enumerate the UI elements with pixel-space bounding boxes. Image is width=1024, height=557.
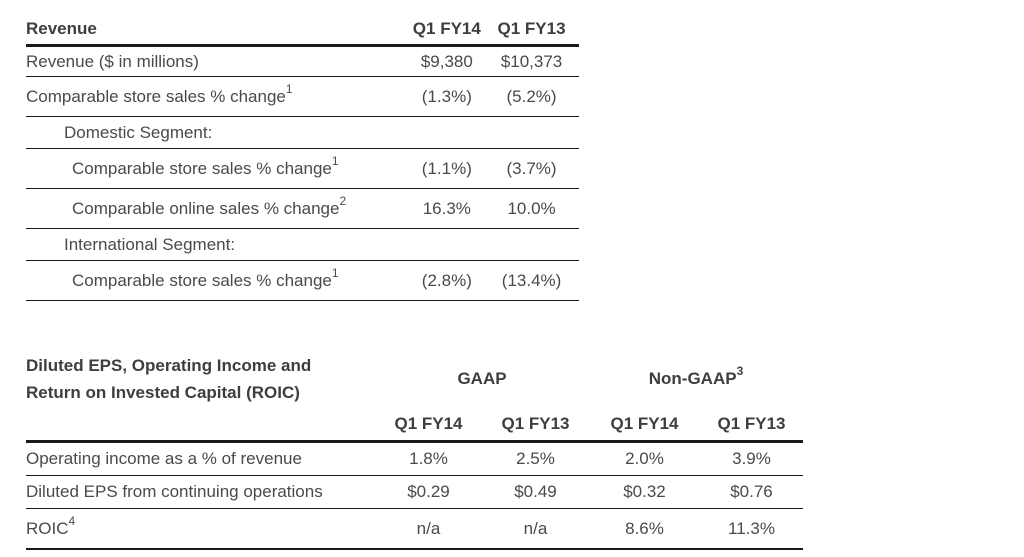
table-row: ROIC4 n/a n/a 8.6% 11.3% (26, 508, 803, 550)
table-row: Operating income as a % of revenue 1.8% … (26, 441, 803, 476)
row-label: Comparable store sales % change (26, 86, 286, 106)
row-label: Comparable store sales % change (72, 270, 332, 290)
cell-value: (5.2%) (484, 76, 579, 117)
footnote-marker: 1 (331, 265, 339, 280)
cell-value: 2.0% (589, 441, 700, 476)
cell-value: $9,380 (409, 45, 485, 77)
column-header: Q1 FY13 (700, 408, 803, 443)
row-label: Operating income as a % of revenue (26, 449, 302, 468)
cell-value: (1.1%) (409, 148, 485, 189)
group-header-nongaap: Non-GAAP3 (589, 349, 803, 408)
cell-value: n/a (482, 508, 589, 550)
cell-value: $0.76 (700, 475, 803, 509)
segment-label: International Segment: (64, 234, 236, 254)
cell-value: 10.0% (484, 188, 579, 229)
footnote-marker: 1 (285, 81, 293, 96)
cell-value: $10,373 (484, 45, 579, 77)
table-row: Comparable store sales % change1 (1.1%) … (26, 148, 579, 189)
nongaap-label: Non-GAAP (648, 369, 737, 388)
footnote-marker: 4 (68, 513, 76, 528)
cell-value: $0.32 (589, 475, 700, 509)
eps-table-column-headers: Q1 FY14 Q1 FY13 Q1 FY14 Q1 FY13 (26, 408, 803, 443)
footnote-marker: 3 (736, 364, 744, 379)
row-label: Comparable online sales % change (72, 198, 340, 218)
cell-value: (13.4%) (484, 260, 579, 301)
footnote-marker: 1 (331, 153, 339, 168)
cell-value: 2.5% (482, 441, 589, 476)
title-line-1: Diluted EPS, Operating Income and (26, 355, 312, 375)
column-header: Q1 FY14 (589, 408, 700, 443)
row-label: ROIC (26, 518, 69, 538)
column-header: Q1 FY13 (482, 408, 589, 443)
cell-value: (3.7%) (484, 148, 579, 189)
footnote-marker: 2 (339, 193, 347, 208)
table-row: Diluted EPS from continuing operations $… (26, 475, 803, 509)
column-header: Q1 FY14 (375, 408, 482, 443)
title-line-2: Return on Invested Capital (ROIC) (26, 382, 300, 402)
row-label: Comparable store sales % change (72, 158, 332, 178)
column-header-q1fy14: Q1 FY14 (409, 14, 485, 47)
revenue-table-title: Revenue (26, 14, 410, 47)
table-row: Comparable store sales % change1 (2.8%) … (26, 260, 579, 301)
cell-value: $0.49 (482, 475, 589, 509)
cell-value: 16.3% (409, 188, 485, 229)
cell-value: (1.3%) (409, 76, 485, 117)
eps-table-title-row: Diluted EPS, Operating Income and Return … (26, 349, 803, 408)
cell-value: 8.6% (589, 508, 700, 550)
table-row: Domestic Segment: (26, 116, 579, 149)
cell-value: 1.8% (375, 441, 482, 476)
cell-value: $0.29 (375, 475, 482, 509)
revenue-table-header: Revenue Q1 FY14 Q1 FY13 (26, 14, 579, 47)
group-header-gaap: GAAP (457, 369, 507, 388)
row-label: Revenue ($ in millions) (26, 51, 199, 71)
cell-value: (2.8%) (409, 260, 485, 301)
revenue-table: Revenue Q1 FY14 Q1 FY13 Revenue ($ in mi… (26, 14, 579, 301)
table-row: International Segment: (26, 228, 579, 261)
table-row: Comparable online sales % change2 16.3% … (26, 188, 579, 229)
row-label: Diluted EPS from continuing operations (26, 482, 323, 501)
segment-label: Domestic Segment: (64, 122, 213, 142)
cell-value: 11.3% (700, 508, 803, 550)
table-row: Revenue ($ in millions) $9,380 $10,373 (26, 45, 579, 77)
table-row: Comparable store sales % change1 (1.3%) … (26, 76, 579, 117)
cell-value: n/a (375, 508, 482, 550)
cell-value: 3.9% (700, 441, 803, 476)
eps-table: Diluted EPS, Operating Income and Return … (26, 349, 803, 550)
eps-table-title: Diluted EPS, Operating Income and Return … (26, 349, 375, 408)
column-header-q1fy13: Q1 FY13 (484, 14, 579, 47)
